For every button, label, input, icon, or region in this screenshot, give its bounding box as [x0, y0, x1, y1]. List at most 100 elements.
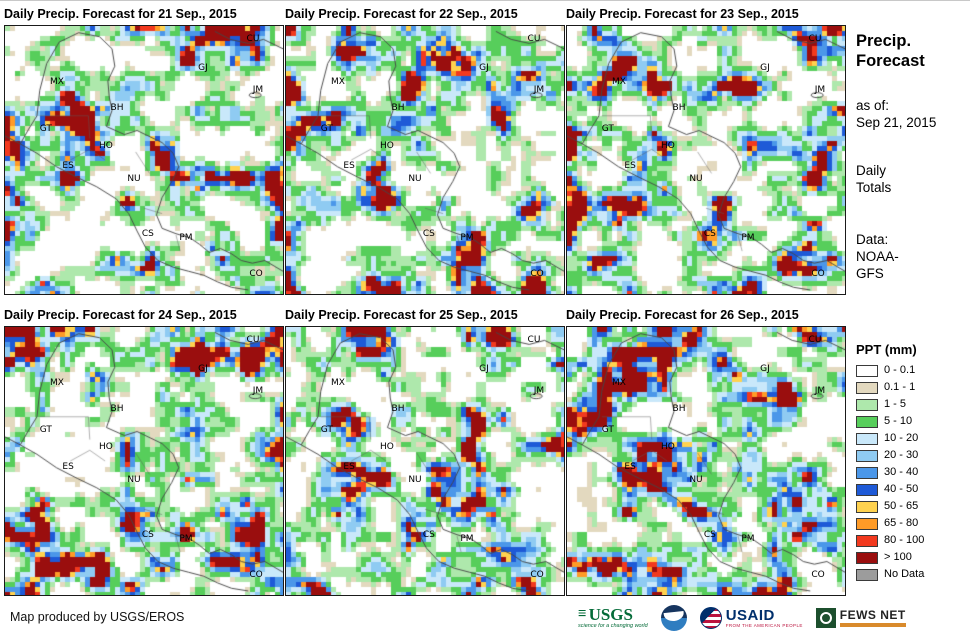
legend-entry: > 100 — [856, 549, 968, 566]
country-label-gj: GJ — [198, 363, 208, 374]
country-label-gj: GJ — [760, 62, 770, 73]
country-label-jm: JM — [533, 386, 545, 397]
legend-entry: 20 - 30 — [856, 447, 968, 464]
totals-line2: Totals — [856, 180, 892, 195]
country-label-co: CO — [530, 269, 544, 280]
maps-grid: Daily Precip. Forecast for 21 Sep., 2015… — [4, 3, 850, 599]
country-label-nu: NU — [408, 173, 422, 184]
legend-label: > 100 — [884, 551, 912, 563]
country-label-jm: JM — [252, 386, 264, 397]
country-label-mx: MX — [50, 377, 64, 388]
usgs-tagline: science for a changing world — [578, 623, 648, 630]
country-label-bh: BH — [672, 404, 686, 415]
legend-swatch — [856, 551, 878, 564]
panel-title: Daily Precip. Forecast for 23 Sep., 2015 — [566, 7, 799, 21]
country-label-cs: CS — [141, 228, 154, 239]
country-label-jm: JM — [814, 386, 826, 397]
country-label-gj: GJ — [760, 363, 770, 374]
legend-label: 20 - 30 — [884, 449, 919, 461]
country-label-cs: CS — [422, 228, 435, 239]
precip-map: MX CU GJ JM BH GT HO ES NU CS PM CO — [566, 326, 846, 596]
country-label-es: ES — [624, 462, 636, 473]
country-label-ho: HO — [98, 442, 113, 453]
legend-entry: 40 - 50 — [856, 481, 968, 498]
precip-map: MX CU GJ JM BH GT HO ES NU CS PM CO — [285, 326, 565, 596]
legend-label: 50 - 65 — [884, 500, 919, 512]
precip-raster — [286, 327, 564, 595]
country-label-co: CO — [811, 269, 825, 280]
country-label-pm: PM — [741, 233, 755, 244]
country-label-cu: CU — [527, 33, 541, 44]
usaid-logo: USAID FROM THE AMERICAN PEOPLE — [699, 606, 803, 629]
legend-swatch — [856, 415, 878, 428]
legend-label: 5 - 10 — [884, 415, 913, 427]
country-label-ho: HO — [660, 442, 675, 453]
country-label-mx: MX — [331, 377, 345, 388]
country-label-es: ES — [343, 462, 355, 473]
precip-map: MX CU GJ JM BH GT HO ES NU CS PM CO — [285, 25, 565, 295]
precip-map: MX CU GJ JM BH GT HO ES NU CS PM CO — [4, 25, 284, 295]
legend-swatch — [856, 432, 878, 445]
usgs-stripes-icon: ≡ — [578, 606, 587, 623]
country-label-pm: PM — [179, 233, 193, 244]
legend-swatch — [856, 449, 878, 462]
fewsnet-logo: FEWS NET — [815, 608, 906, 628]
country-label-nu: NU — [127, 173, 141, 184]
country-label-ho: HO — [98, 141, 113, 152]
data-source-block: Data: NOAA- GFS — [856, 231, 968, 282]
report-title-line1: Precip. — [856, 32, 912, 50]
fewsnet-stripe — [839, 623, 906, 627]
country-label-co: CO — [249, 269, 263, 280]
legend-entry: 5 - 10 — [856, 413, 968, 430]
forecast-panel-3: Daily Precip. Forecast for 23 Sep., 2015… — [566, 3, 846, 295]
map-credit: Map produced by USGS/EROS — [10, 610, 185, 624]
country-label-cu: CU — [808, 334, 822, 345]
legend-swatch — [856, 466, 878, 479]
legend-swatch — [856, 500, 878, 513]
usaid-logo-text: USAID — [725, 606, 775, 624]
legend-swatch — [856, 534, 878, 547]
legend-entry: 10 - 20 — [856, 430, 968, 447]
legend: PPT (mm) 0 - 0.1 0.1 - 1 1 - 5 5 - 10 10 - 2… — [856, 342, 968, 583]
precip-raster — [5, 327, 283, 595]
country-label-gj: GJ — [479, 62, 489, 73]
usaid-emblem-icon — [699, 607, 722, 629]
country-label-cu: CU — [246, 33, 260, 44]
legend-entry: No Data — [856, 566, 968, 583]
sidebar: Precip. Forecast as of: Sep 21, 2015 Dai… — [856, 31, 968, 583]
country-label-es: ES — [62, 161, 74, 172]
forecast-panel-5: Daily Precip. Forecast for 25 Sep., 2015… — [285, 304, 565, 596]
country-label-gt: GT — [39, 124, 52, 135]
legend-swatch — [856, 483, 878, 496]
country-label-es: ES — [343, 161, 355, 172]
country-label-cs: CS — [422, 529, 435, 540]
legend-label: 65 - 80 — [884, 517, 919, 529]
forecast-panel-2: Daily Precip. Forecast for 22 Sep., 2015… — [285, 3, 565, 295]
precip-raster — [567, 327, 845, 595]
precip-raster — [567, 26, 845, 294]
country-label-nu: NU — [127, 474, 141, 485]
country-label-nu: NU — [689, 474, 703, 485]
legend-title: PPT (mm) — [856, 342, 917, 357]
usgs-logo: ≡ USGS science for a changing world — [578, 606, 648, 630]
country-label-gt: GT — [39, 425, 52, 436]
usgs-wordmark: ≡ USGS — [578, 606, 633, 623]
country-label-pm: PM — [179, 534, 193, 545]
country-label-mx: MX — [50, 76, 64, 87]
panel-title: Daily Precip. Forecast for 25 Sep., 2015 — [285, 308, 518, 322]
as-of-date: Sep 21, 2015 — [856, 115, 937, 130]
legend-entry: 0 - 0.1 — [856, 362, 968, 379]
report-title-line2: Forecast — [856, 52, 925, 70]
country-label-pm: PM — [741, 534, 755, 545]
country-label-co: CO — [249, 570, 263, 581]
country-label-ho: HO — [660, 141, 675, 152]
country-label-bh: BH — [672, 103, 686, 114]
country-label-gt: GT — [320, 124, 333, 135]
as-of-label: as of: — [856, 98, 890, 113]
country-label-gj: GJ — [479, 363, 489, 374]
legend-swatch — [856, 381, 878, 394]
precip-map: MX CU GJ JM BH GT HO ES NU CS PM CO — [4, 326, 284, 596]
usgs-logo-text: USGS — [588, 605, 633, 625]
country-label-bh: BH — [391, 103, 405, 114]
